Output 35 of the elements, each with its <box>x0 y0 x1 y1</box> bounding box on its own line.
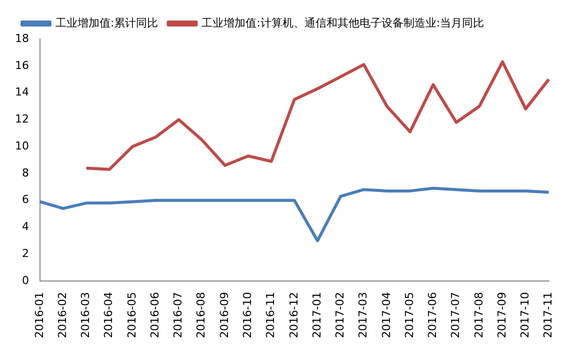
x-tick-label: 2016-11 <box>264 292 278 338</box>
legend-label: 工业增加值:计算机、通信和其他电子设备制造业:当月同比 <box>202 16 484 30</box>
y-tick-label: 12 <box>14 112 29 126</box>
y-tick-label: 8 <box>22 166 29 180</box>
x-tick-label: 2017-06 <box>426 292 440 338</box>
x-tick-label: 2017-09 <box>495 292 508 338</box>
x-tick-label: 2017-05 <box>402 292 416 338</box>
y-tick-label: 16 <box>14 58 29 72</box>
x-tick-label: 2017-01 <box>310 292 324 338</box>
x-tick-label: 2017-11 <box>542 292 555 338</box>
x-tick-label: 2016-07 <box>172 292 185 338</box>
x-tick-label: 2016-04 <box>102 292 116 338</box>
x-tick-label: 2016-09 <box>218 292 231 338</box>
x-tick-label: 2017-04 <box>380 292 393 338</box>
y-tick-label: 4 <box>22 220 29 234</box>
x-tick-label: 2016-08 <box>194 292 208 338</box>
x-tick-label: 2016-10 <box>241 292 254 338</box>
x-tick-label: 2016-12 <box>287 292 300 338</box>
x-tick-label: 2017-03 <box>356 292 370 338</box>
x-tick-label: 2016-02 <box>56 292 69 338</box>
y-tick-label: 6 <box>22 193 29 206</box>
x-tick-label: 2017-10 <box>518 292 532 338</box>
x-tick-label: 2016-05 <box>125 292 138 338</box>
x-tick-label: 2017-08 <box>472 292 486 338</box>
x-tick-label: 2016-03 <box>79 292 92 338</box>
legend-label: 工业增加值:累计同比 <box>56 16 158 30</box>
x-tick-label: 2017-02 <box>334 292 347 338</box>
y-tick-label: 10 <box>14 139 29 152</box>
y-tick-label: 14 <box>14 86 29 99</box>
x-tick-label: 2016-01 <box>32 292 46 338</box>
x-tick-label: 2017-07 <box>449 292 462 338</box>
x-tick-label: 2016-06 <box>148 292 162 338</box>
y-tick-label: 2 <box>22 247 29 260</box>
y-tick-label: 0 <box>22 274 29 287</box>
y-tick-label: 18 <box>14 32 29 45</box>
